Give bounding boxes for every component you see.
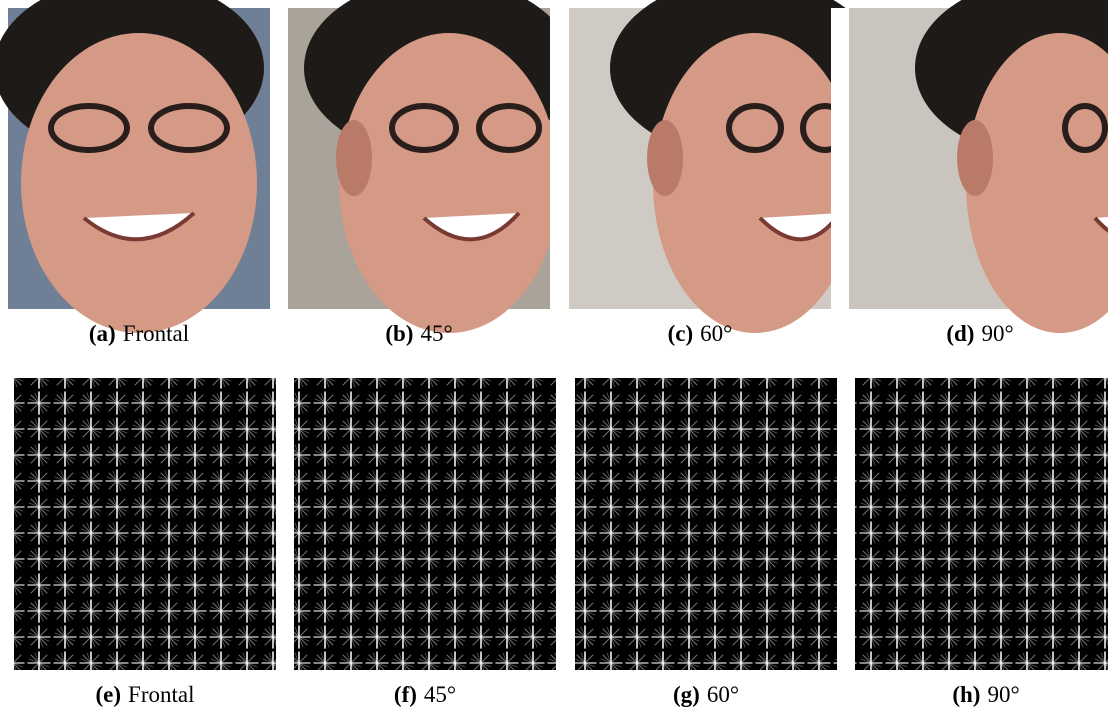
panel-caption: (d) 90° bbox=[946, 321, 1013, 346]
panel-caption-text: 60° bbox=[700, 321, 732, 346]
panel-label: (d) bbox=[946, 321, 974, 346]
panel-caption-text: Frontal bbox=[128, 682, 194, 707]
hog-cells bbox=[855, 378, 1108, 670]
panel-caption-text: 60° bbox=[707, 682, 739, 707]
panel-caption-text: 90° bbox=[981, 321, 1013, 346]
hog-image bbox=[294, 378, 556, 670]
panel-label: (c) bbox=[668, 321, 694, 346]
panel-caption: (f) 45° bbox=[394, 682, 456, 707]
ear bbox=[957, 120, 993, 196]
face-photo bbox=[288, 0, 574, 333]
panel-caption: (c)60° bbox=[668, 321, 733, 346]
panel-caption-text: 45° bbox=[420, 321, 452, 346]
face bbox=[339, 33, 559, 333]
panel-caption: (h) 90° bbox=[952, 682, 1019, 707]
photo-clip-edge bbox=[550, 8, 570, 309]
hog-cells bbox=[575, 378, 837, 670]
panel-label: (f) bbox=[394, 682, 417, 707]
ear bbox=[647, 120, 683, 196]
photo-clip-edge bbox=[831, 8, 851, 309]
hog-image bbox=[14, 378, 276, 670]
panel-label: (b) bbox=[385, 321, 413, 346]
hog-cells bbox=[294, 378, 556, 670]
panel-caption: (a) Frontal bbox=[89, 321, 189, 346]
photo-clip-edge bbox=[270, 8, 290, 309]
panel-caption-text: Frontal bbox=[123, 321, 189, 346]
panel-caption: (g) 60° bbox=[673, 682, 739, 707]
hog-image bbox=[575, 378, 837, 670]
hog-image bbox=[855, 378, 1108, 670]
panel-label: (a) bbox=[89, 321, 116, 346]
panel-label: (g) bbox=[673, 682, 700, 707]
face-photo bbox=[0, 0, 290, 333]
face bbox=[653, 33, 857, 333]
panels: (a)Frontal(b)45°(c)60°(d)90°(e)Frontal(f… bbox=[0, 0, 1108, 707]
face-photo bbox=[849, 0, 1108, 333]
page: (a)Frontal(b)45°(c)60°(d)90°(e)Frontal(f… bbox=[0, 0, 1108, 711]
panel-caption: (e)Frontal bbox=[96, 682, 195, 707]
hog-cells bbox=[14, 378, 276, 670]
panel-label: (e) bbox=[96, 682, 122, 707]
panel-caption-text: 45° bbox=[424, 682, 456, 707]
ear bbox=[336, 120, 372, 196]
face-photo bbox=[569, 0, 880, 333]
panel-caption-text: 90° bbox=[987, 682, 1019, 707]
face bbox=[21, 33, 257, 333]
panel-label: (h) bbox=[952, 682, 980, 707]
figure: (a)Frontal(b)45°(c)60°(d)90°(e)Frontal(f… bbox=[0, 0, 1108, 711]
